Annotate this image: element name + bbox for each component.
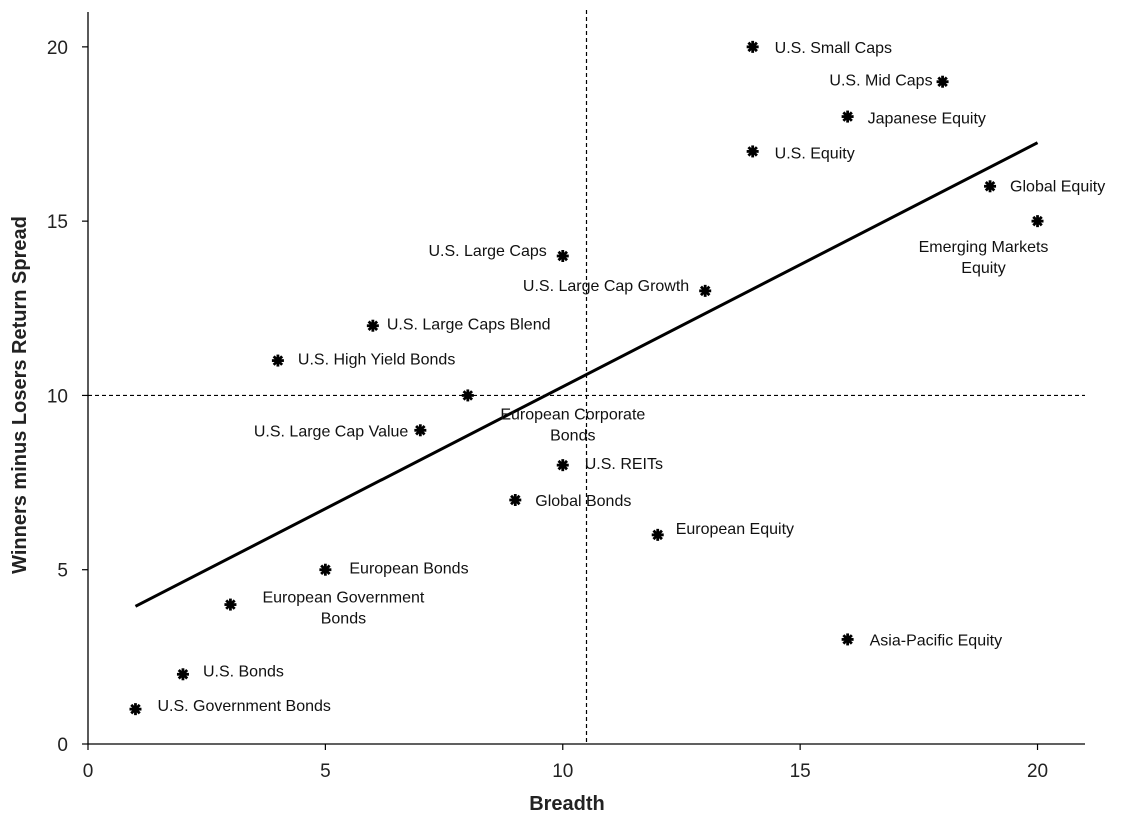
point-u-s-small-caps [746, 40, 759, 53]
y-tick-label: 5 [57, 561, 68, 582]
x-tick-label: 10 [552, 761, 573, 782]
trendline-group [134, 141, 1039, 608]
point-label-japanese-equity: Japanese Equity [868, 111, 986, 128]
point-label-european-equity: European Equity [676, 521, 794, 538]
point-u-s-large-cap-value [414, 424, 427, 437]
point-u-s-government-bonds [129, 703, 142, 716]
point-global-equity [984, 180, 997, 193]
x-tick-label: 5 [320, 761, 331, 782]
axes: 0 5 10 15 20 0 5 10 15 20 [47, 12, 1085, 782]
point-label-global-bonds: Global Bonds [535, 493, 631, 510]
point-label-european-corporate-bonds: European Corporate Bonds [500, 406, 645, 444]
point-label-emerging-markets-equity: Emerging Markets Equity [919, 239, 1049, 277]
y-tick-label: 15 [47, 212, 68, 233]
point-emerging-markets-equity [1031, 215, 1044, 228]
point-u-s-reits [556, 459, 569, 472]
point-label-european-bonds: European Bonds [349, 561, 468, 578]
data-points [129, 40, 1044, 716]
point-asia-pacific-equity [841, 633, 854, 646]
point-labels: U.S. Small Caps U.S. Mid Caps Japanese Equ… [157, 40, 1105, 715]
y-axis-title: Winners minus Losers Return Spread [9, 216, 31, 574]
point-label-u-s-high-yield-bonds: U.S. High Yield Bonds [298, 352, 455, 369]
x-axis-title: Breadth [529, 793, 605, 815]
point-u-s-bonds [176, 668, 189, 681]
point-label-u-s-large-cap-value: U.S. Large Cap Value [254, 423, 409, 440]
point-u-s-large-caps-blend [366, 319, 379, 332]
point-label-u-s-bonds: U.S. Bonds [203, 663, 284, 680]
point-european-equity [651, 528, 664, 541]
point-u-s-equity [746, 145, 759, 158]
point-label-u-s-small-caps: U.S. Small Caps [775, 40, 892, 57]
point-u-s-high-yield-bonds [271, 354, 284, 367]
reference-lines [88, 10, 1085, 744]
x-tick-label: 20 [1027, 761, 1048, 782]
y-tick-label: 20 [47, 38, 68, 59]
x-tick-label: 0 [83, 761, 94, 782]
point-label-global-equity: Global Equity [1010, 178, 1105, 195]
x-tick-label: 15 [790, 761, 811, 782]
point-label-european-government-bonds: European Government Bonds [262, 590, 424, 628]
point-label-u-s-equity: U.S. Equity [775, 145, 855, 162]
y-tick-label: 10 [47, 386, 68, 407]
point-global-bonds [509, 494, 522, 506]
point-european-corporate-bonds [461, 389, 474, 402]
y-tick-label: 0 [57, 735, 68, 756]
point-label-u-s-large-cap-growth: U.S. Large Cap Growth [523, 278, 689, 295]
point-european-government-bonds [224, 598, 237, 611]
trendline [134, 141, 1039, 608]
point-label-u-s-large-caps-blend: U.S. Large Caps Blend [387, 317, 551, 334]
point-european-bonds [319, 563, 332, 576]
point-u-s-large-caps [556, 250, 569, 262]
point-u-s-large-cap-growth [699, 284, 712, 297]
point-label-u-s-government-bonds: U.S. Government Bonds [157, 698, 330, 715]
point-label-asia-pacific-equity: Asia-Pacific Equity [870, 632, 1003, 649]
point-label-u-s-reits: U.S. REITs [585, 456, 663, 473]
point-japanese-equity [841, 110, 854, 123]
point-label-u-s-large-caps: U.S. Large Caps [428, 243, 546, 260]
point-u-s-mid-caps [936, 75, 949, 88]
point-label-u-s-mid-caps: U.S. Mid Caps [829, 73, 932, 90]
